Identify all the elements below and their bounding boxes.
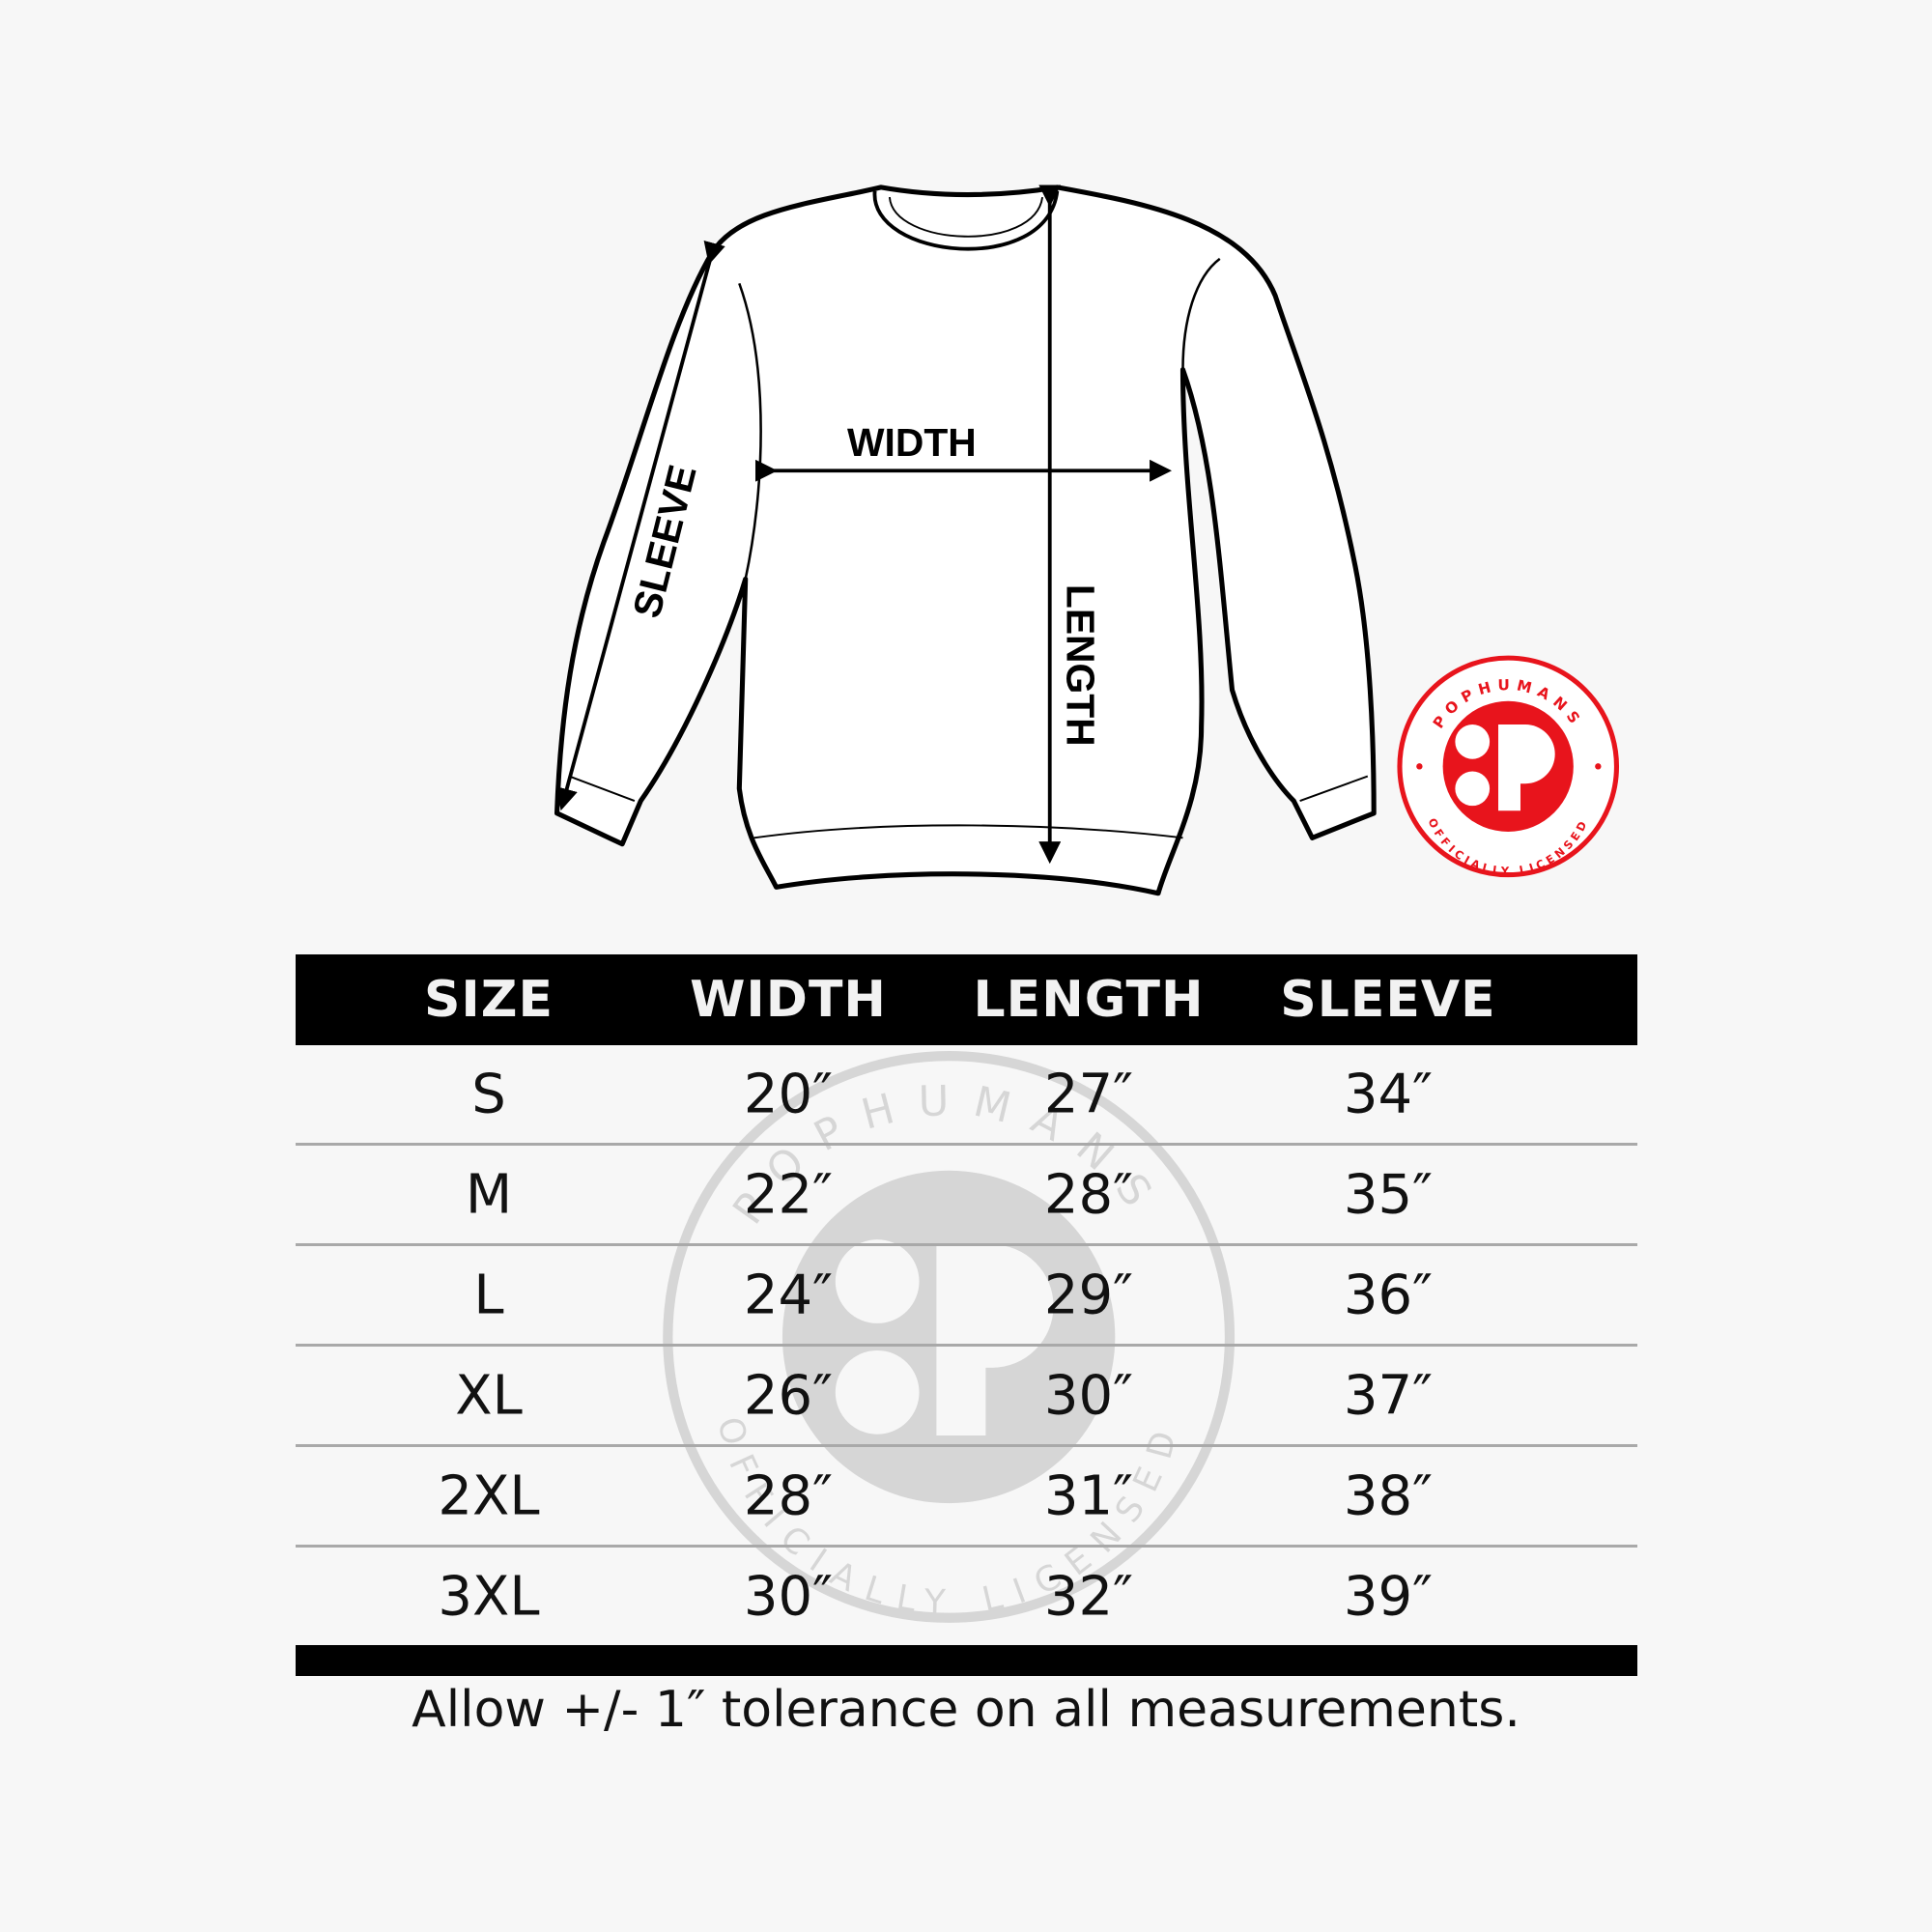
size-cell: L [473, 1264, 504, 1326]
length-cell: 29″ [1043, 1264, 1134, 1326]
width-label: WIDTH [847, 420, 977, 465]
measure-arrows [555, 185, 1173, 865]
header-size: SIZE [423, 971, 554, 1029]
width-cell: 22″ [743, 1163, 834, 1226]
table-row: L 24″ 29″ 36″ [296, 1246, 1637, 1347]
sleeve-cell: 35″ [1343, 1163, 1434, 1226]
size-chart-table: SIZE WIDTH LENGTH SLEEVE S 20″ 27″ 34″ M… [296, 954, 1637, 1676]
size-cell: M [465, 1163, 513, 1226]
length-cell: 32″ [1043, 1565, 1134, 1628]
length-cell: 31″ [1043, 1464, 1134, 1527]
table-row: M 22″ 28″ 35″ [296, 1146, 1637, 1246]
table-row: 3XL 30″ 32″ 39″ [296, 1548, 1637, 1645]
width-cell: 28″ [743, 1464, 834, 1527]
width-cell: 20″ [743, 1063, 834, 1125]
length-label: LENGTH [1059, 584, 1103, 747]
table-header: SIZE WIDTH LENGTH SLEEVE [296, 954, 1637, 1045]
sleeve-cell: 39″ [1343, 1565, 1434, 1628]
header-length: LENGTH [973, 971, 1205, 1029]
width-cell: 30″ [743, 1565, 834, 1628]
pophumans-logo: POPHUMANS OFFICIALLY LICENSED [1397, 655, 1620, 878]
width-cell: 24″ [743, 1264, 834, 1326]
length-cell: 28″ [1043, 1163, 1134, 1226]
size-cell: 3XL [438, 1565, 540, 1628]
tolerance-note: Allow +/- 1″ tolerance on all measuremen… [412, 1681, 1520, 1739]
table-row: S 20″ 27″ 34″ [296, 1045, 1637, 1146]
sleeve-cell: 34″ [1343, 1063, 1434, 1125]
size-cell: S [471, 1063, 506, 1125]
header-sleeve: SLEEVE [1280, 971, 1496, 1029]
length-cell: 27″ [1043, 1063, 1134, 1125]
size-cell: XL [455, 1364, 523, 1427]
sleeve-cell: 36″ [1343, 1264, 1434, 1326]
length-cell: 30″ [1043, 1364, 1134, 1427]
table-row: 2XL 28″ 31″ 38″ [296, 1447, 1637, 1548]
table-bottom-bar [296, 1645, 1637, 1676]
sleeve-cell: 38″ [1343, 1464, 1434, 1527]
sleeve-cell: 37″ [1343, 1364, 1434, 1427]
width-cell: 26″ [743, 1364, 834, 1427]
table-row: XL 26″ 30″ 37″ [296, 1347, 1637, 1447]
size-cell: 2XL [438, 1464, 540, 1527]
header-width: WIDTH [690, 971, 887, 1029]
